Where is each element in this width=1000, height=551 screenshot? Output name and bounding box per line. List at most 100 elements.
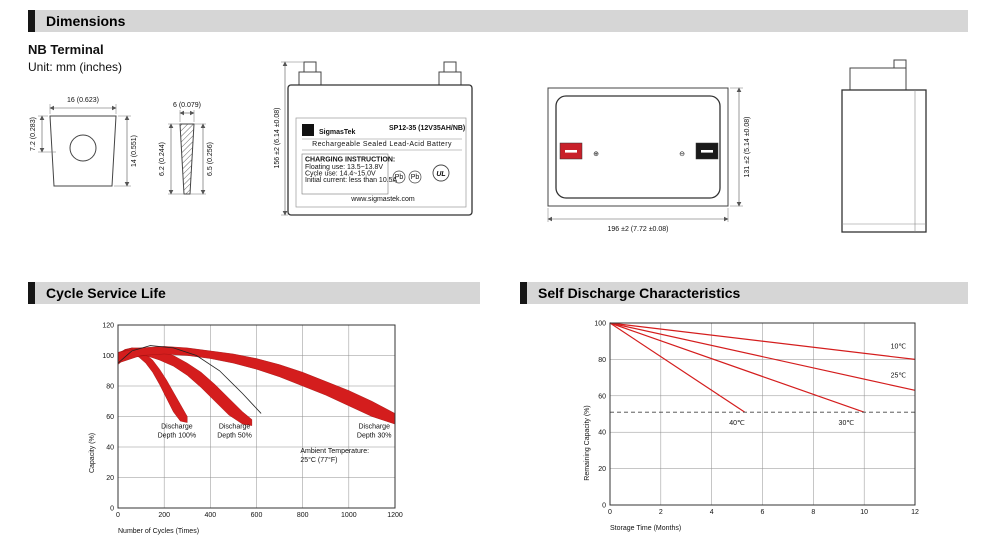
terminal-hole bbox=[69, 134, 97, 162]
svg-text:12: 12 bbox=[911, 509, 919, 516]
svg-text:100: 100 bbox=[594, 321, 606, 328]
terminal-offset-dim: 7.2 (0.283) bbox=[30, 117, 37, 151]
svg-text:600: 600 bbox=[251, 512, 263, 519]
chart-annotation: 25°C (77°F) bbox=[300, 456, 337, 464]
section-bar-self-discharge: Self Discharge Characteristics bbox=[520, 282, 968, 304]
section-bar-accent bbox=[28, 282, 35, 304]
svg-text:0: 0 bbox=[110, 506, 114, 513]
front-terminal-left bbox=[298, 71, 322, 86]
svg-text:40: 40 bbox=[598, 430, 606, 437]
terminal-side-inner-dim: 6.2 (0.244) bbox=[159, 142, 166, 176]
battery-side-view bbox=[841, 59, 927, 233]
chart-annotation: 10℃ bbox=[891, 343, 907, 350]
chart-annotation: 25℃ bbox=[891, 373, 907, 380]
battery-front-view: Σ SigmasTek SP12-35 (12V35AH/NB) Recharg… bbox=[274, 61, 473, 216]
chart-annotation: Depth 100% bbox=[158, 433, 197, 440]
charging-instruction-box bbox=[301, 153, 389, 195]
chart-annotation: Discharge bbox=[358, 424, 390, 431]
series-reference-envelope bbox=[117, 345, 262, 414]
unit-note: Unit: mm (inches) bbox=[28, 60, 123, 74]
pb-recycle-icon-2 bbox=[408, 170, 422, 184]
series-40- bbox=[609, 322, 746, 413]
terminal-side-width-dim: 6 (0.079) bbox=[173, 102, 201, 109]
terminal-type-heading: NB Terminal bbox=[28, 42, 104, 57]
charging-line-2: Cycle use: 14.4~15.0V bbox=[305, 171, 376, 178]
x-axis-label: Storage Time (Months) bbox=[610, 525, 681, 532]
chart-annotation: 30℃ bbox=[839, 420, 855, 427]
terminal-width-dim: 16 (0.623) bbox=[67, 97, 99, 104]
section-title-self-discharge: Self Discharge Characteristics bbox=[538, 285, 741, 301]
chart-annotation: Discharge bbox=[161, 424, 193, 431]
chart-annotation: Depth 30% bbox=[357, 433, 392, 440]
battery-case bbox=[287, 84, 473, 216]
charging-line-1: Floating use: 13.5~13.8V bbox=[305, 164, 383, 171]
chart-annotation: Discharge bbox=[219, 424, 251, 431]
pb-label-1: Pb bbox=[395, 174, 404, 181]
svg-text:6: 6 bbox=[761, 509, 765, 516]
svg-text:8: 8 bbox=[811, 509, 815, 516]
svg-text:0: 0 bbox=[608, 509, 612, 516]
plus-symbol: ⊕ bbox=[593, 151, 599, 158]
battery-label bbox=[295, 117, 467, 208]
section-title-dimensions: Dimensions bbox=[46, 13, 126, 29]
minus-symbol: ⊖ bbox=[679, 151, 685, 158]
section-bar-accent bbox=[520, 282, 527, 304]
series-30- bbox=[609, 322, 865, 413]
svg-text:100: 100 bbox=[102, 353, 114, 360]
top-height-dim: 131 ±2 (5.14 ±0.08) bbox=[744, 116, 751, 177]
svg-text:2: 2 bbox=[659, 509, 663, 516]
svg-text:80: 80 bbox=[598, 357, 606, 364]
terminal-side-outer-dim: 6.5 (0.256) bbox=[207, 142, 214, 176]
front-terminal-right bbox=[438, 71, 462, 86]
svg-text:400: 400 bbox=[204, 512, 216, 519]
chart-annotation: Ambient Temperature: bbox=[300, 448, 369, 455]
svg-text:40: 40 bbox=[106, 445, 114, 452]
svg-text:0: 0 bbox=[116, 512, 120, 519]
battery-type-text: Rechargeable Sealed Lead-Acid Battery bbox=[312, 141, 452, 148]
website-text: www.sigmastek.com bbox=[350, 196, 415, 203]
terminal-side-view: 6 (0.079) 6.2 (0.244) 6.5 (0.256) bbox=[159, 102, 214, 195]
svg-text:0: 0 bbox=[602, 503, 606, 510]
svg-text:200: 200 bbox=[158, 512, 170, 519]
ul-label: UL bbox=[436, 171, 445, 178]
series-10- bbox=[609, 322, 916, 360]
terminal-front-view: 16 (0.623) 7.2 (0.283) 14 (0.551) bbox=[30, 97, 138, 187]
chart-annotation: Depth 50% bbox=[217, 433, 252, 440]
top-width-dim: 196 ±2 (7.72 ±0.08) bbox=[607, 226, 668, 233]
terminal-height-dim: 14 (0.551) bbox=[131, 135, 138, 167]
svg-text:1000: 1000 bbox=[341, 512, 357, 519]
svg-text:1200: 1200 bbox=[387, 512, 403, 519]
cycle-service-life-chart: 0 200 400 600 800 1000 1200 0 20 40 60 80 100 120 Disc… bbox=[89, 323, 403, 536]
svg-text:20: 20 bbox=[598, 466, 606, 473]
svg-text:60: 60 bbox=[106, 414, 114, 421]
front-height-dim: 156 ±2 (6.14 ±0.08) bbox=[274, 107, 281, 168]
section-bar-cycle-life: Cycle Service Life bbox=[28, 282, 480, 304]
y-axis-label: Capacity (%) bbox=[89, 433, 96, 473]
battery-top-view: ⊕ ⊖ 196 ±2 (7.72 ±0.08) 131 ±2 (5.14 ±0.… bbox=[547, 87, 751, 233]
svg-text:4: 4 bbox=[710, 509, 714, 516]
chart-annotation: 40℃ bbox=[729, 420, 745, 427]
brand-logo-icon bbox=[302, 124, 314, 136]
charging-title: CHARGING INSTRUCTION: bbox=[305, 157, 395, 164]
pb-recycle-icon-1 bbox=[392, 170, 406, 184]
svg-text:120: 120 bbox=[102, 323, 114, 330]
svg-text:800: 800 bbox=[297, 512, 309, 519]
model-number: SP12-35 (12V35AH/NB) bbox=[389, 125, 465, 132]
charging-line-3: Initial current: less than 10.5A bbox=[305, 177, 398, 184]
section-bar-accent bbox=[28, 10, 35, 32]
svg-text:80: 80 bbox=[106, 384, 114, 391]
svg-text:10: 10 bbox=[860, 509, 868, 516]
brand-logo-glyph: Σ bbox=[306, 129, 310, 136]
svg-text:60: 60 bbox=[598, 393, 606, 400]
pb-label-2: Pb bbox=[411, 174, 420, 181]
self-discharge-chart: 0 2 4 6 8 10 12 0 20 40 60 80 100 10℃ 25℃ 30℃ 40℃ Storage… bbox=[584, 321, 919, 533]
x-axis-label: Number of Cycles (Times) bbox=[118, 528, 199, 535]
ul-mark-icon bbox=[432, 164, 450, 182]
y-axis-label: Remaining Capacity (%) bbox=[584, 405, 591, 480]
brand-name: SigmasTek bbox=[319, 129, 356, 136]
series-25- bbox=[609, 322, 916, 391]
svg-text:20: 20 bbox=[106, 475, 114, 482]
dimension-drawings: 16 (0.623) 7.2 (0.283) 14 (0.551) 6 (0.0… bbox=[30, 59, 927, 233]
section-bar-dimensions: Dimensions bbox=[28, 10, 968, 32]
